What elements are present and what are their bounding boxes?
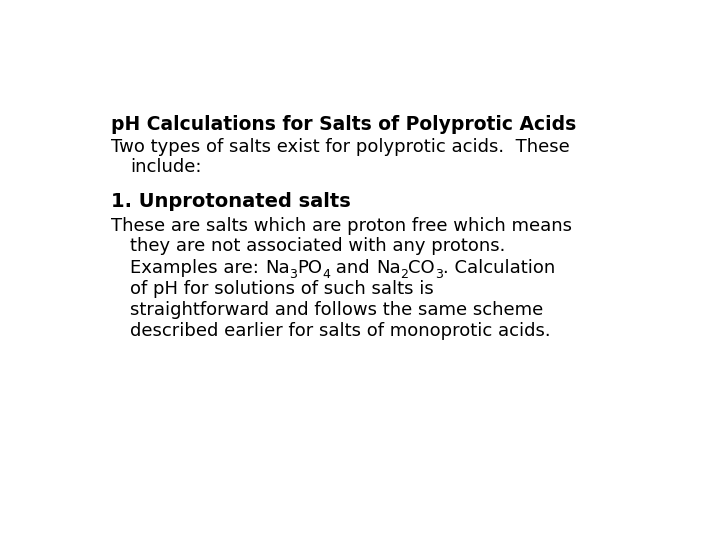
- Text: they are not associated with any protons.: they are not associated with any protons…: [130, 238, 505, 255]
- Text: Na: Na: [265, 259, 289, 276]
- Text: . Calculation: . Calculation: [443, 259, 555, 276]
- Text: of pH for solutions of such salts is: of pH for solutions of such salts is: [130, 280, 434, 298]
- Text: These are salts which are proton free which means: These are salts which are proton free wh…: [111, 217, 572, 234]
- Text: described earlier for salts of monoprotic acids.: described earlier for salts of monoproti…: [130, 322, 551, 340]
- Text: straightforward and follows the same scheme: straightforward and follows the same sch…: [130, 301, 544, 319]
- Text: 3: 3: [435, 268, 443, 281]
- Text: include:: include:: [130, 158, 202, 177]
- Text: CO: CO: [408, 259, 435, 276]
- Text: Na: Na: [376, 259, 400, 276]
- Text: Examples are:: Examples are:: [130, 259, 265, 276]
- Text: 2: 2: [400, 268, 408, 281]
- Text: pH Calculations for Salts of Polyprotic Acids: pH Calculations for Salts of Polyprotic …: [111, 114, 577, 134]
- Text: 4: 4: [323, 268, 330, 281]
- Text: and: and: [330, 259, 376, 276]
- Text: 1. Unprotonated salts: 1. Unprotonated salts: [111, 192, 351, 211]
- Text: PO: PO: [297, 259, 323, 276]
- Text: 3: 3: [289, 268, 297, 281]
- Text: Two types of salts exist for polyprotic acids.  These: Two types of salts exist for polyprotic …: [111, 138, 570, 156]
